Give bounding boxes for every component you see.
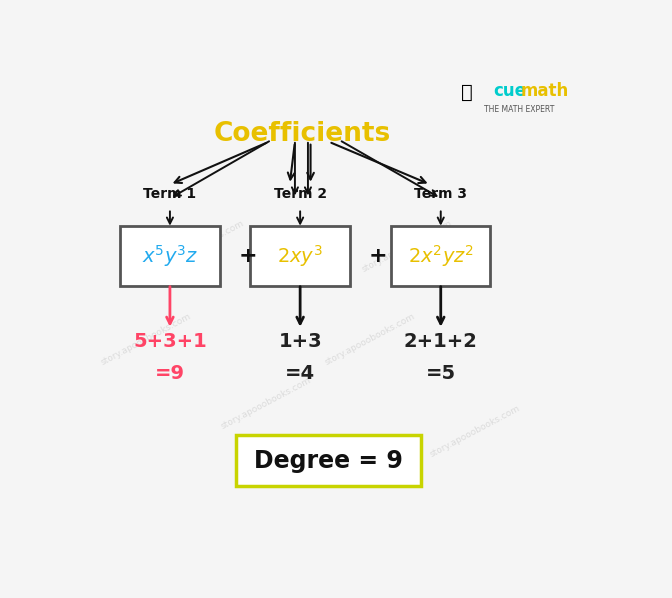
FancyBboxPatch shape [251,226,350,286]
Text: +: + [369,246,388,266]
FancyBboxPatch shape [236,435,421,486]
Text: story.apooobooks.com: story.apooobooks.com [324,311,417,367]
Text: Term 2: Term 2 [274,187,327,201]
Text: 🚀: 🚀 [461,83,472,102]
Text: Degree = 9: Degree = 9 [254,449,403,473]
Text: Term 3: Term 3 [414,187,467,201]
Text: cue: cue [493,82,526,100]
FancyBboxPatch shape [391,226,491,286]
FancyBboxPatch shape [120,226,220,286]
Text: story.apooobooks.com: story.apooobooks.com [428,403,521,459]
Text: story.apooobooks.com: story.apooobooks.com [360,219,454,274]
Text: story.apooobooks.com: story.apooobooks.com [100,311,193,367]
Text: math: math [520,82,569,100]
Text: =4: =4 [285,364,315,383]
Text: 2+1+2: 2+1+2 [404,332,478,350]
Text: Term 1: Term 1 [143,187,196,201]
Text: story.apooobooks.com: story.apooobooks.com [152,219,245,274]
Text: =9: =9 [155,364,185,383]
Text: 5+3+1: 5+3+1 [133,332,207,350]
Text: $x^5y^3z$: $x^5y^3z$ [142,243,198,269]
Text: Coefficients: Coefficients [214,121,391,147]
Text: 1+3: 1+3 [278,332,322,350]
Text: THE MATH EXPERT: THE MATH EXPERT [484,105,554,114]
Text: $2xy^3$: $2xy^3$ [277,243,323,269]
Text: =5: =5 [425,364,456,383]
Text: $2x^2yz^2$: $2x^2yz^2$ [408,243,474,269]
Text: story.apooobooks.com: story.apooobooks.com [220,376,313,431]
Text: +: + [239,246,257,266]
